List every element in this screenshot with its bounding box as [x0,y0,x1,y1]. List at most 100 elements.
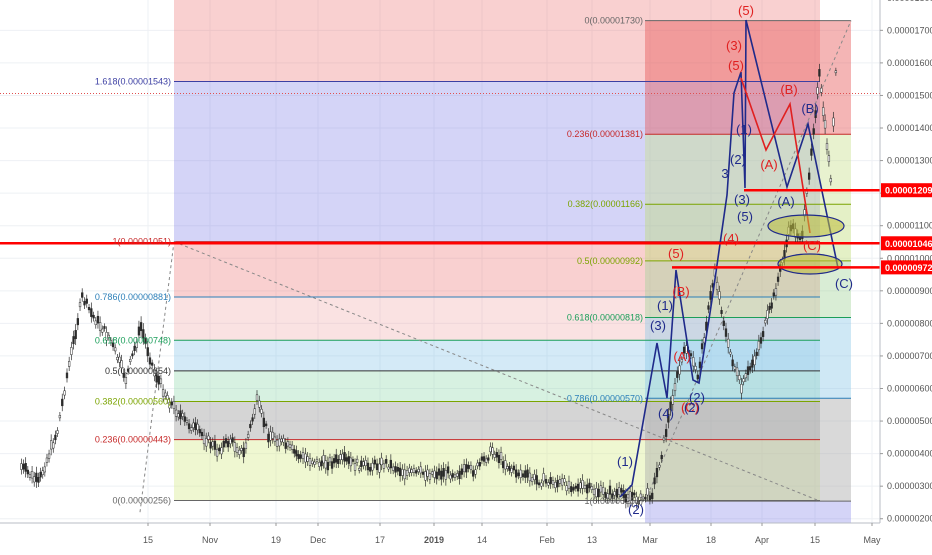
price-candle [631,491,634,501]
price-candle [676,371,679,378]
price-candle [489,446,492,453]
price-candle [628,491,632,501]
price-candle [727,338,730,348]
price-candle [83,300,86,306]
price-candle [613,491,616,496]
wave-label: (2) [684,400,700,415]
price-candle [43,466,46,473]
price-candle [200,431,204,437]
price-candle [109,340,113,344]
y-tick-label: 0.00000400 [887,449,932,459]
fib-level-label: 0.5(0.00000654) [105,366,171,376]
wave-label: (2) [689,390,705,405]
price-candle [131,353,134,357]
price-candle [451,473,454,478]
price-candle [70,347,73,355]
price-candle [161,389,165,397]
price-candle [669,402,672,411]
wave-label: (4) [658,406,674,421]
price-candle [78,302,82,308]
price-candle [28,474,32,478]
price-candle [271,431,274,439]
price-candle [530,477,534,482]
price-candle [474,469,477,475]
price-candle [718,291,721,300]
price-candle [378,463,381,473]
price-candle [433,470,436,478]
fib-level-label: 0.236(0.00000443) [95,435,171,445]
price-candle [215,448,219,457]
y-tick-label: 0.00001500 [887,90,932,100]
price-candle [122,372,125,378]
price-candle [832,117,835,127]
fib-zone-left [174,340,820,371]
price-candle [135,341,138,348]
fib-zone-right [645,398,851,502]
x-tick-label: Dec [310,535,327,545]
fib-lines-layer [0,20,880,502]
price-candle [592,488,596,496]
price-candle [353,463,357,471]
price-candle [111,342,115,348]
price-candle [33,476,36,483]
price-candle [604,491,607,498]
price-candle [30,471,34,479]
y-tick-label: 0.00000600 [887,383,932,393]
price-candle [547,482,550,486]
price-candle [720,310,723,314]
price-candle [685,345,688,354]
price-candle [615,488,619,498]
price-candle [415,470,418,474]
price-candle [544,478,548,484]
price-candle [753,355,756,366]
fib-level-label: 0.236(0.00001381) [567,129,643,139]
wave-label: (2) [730,152,746,167]
price-candle [535,475,538,485]
price-candle [590,486,593,490]
price-candle [85,298,88,304]
price-badge [881,260,932,275]
price-candle [829,178,832,183]
price-candle [709,291,712,300]
price-candle [664,429,668,437]
price-candle [244,442,248,449]
x-tick-label: 15 [810,535,820,545]
price-candle [170,401,173,406]
price-candle [185,419,189,423]
wave-label: (B) [780,82,797,97]
price-candle [744,373,747,379]
price-candle [264,423,268,427]
price-candle [240,447,243,451]
x-tick-label: 19 [271,535,281,545]
price-candle [311,460,314,464]
price-candle [220,447,223,455]
price-candle [209,441,212,449]
price-candle [472,470,475,477]
price-candle [410,469,413,473]
x-tick-label: Mar [642,535,658,545]
price-candle [742,378,745,383]
price-candle [442,468,445,477]
wave-label: (1) [736,122,752,137]
price-candle [35,472,38,482]
wave-label: (5) [728,58,744,73]
price-candle [759,337,763,344]
price-candle [114,347,117,352]
price-candle [347,456,350,464]
fib-zone-top [174,0,820,82]
price-candle [820,87,823,93]
price-candle [190,427,193,431]
price-candle [22,463,25,470]
y-tick-label: 0.00001800 [887,0,932,3]
price-candle [360,460,363,468]
price-candle [54,434,57,441]
price-candle [177,413,180,418]
price-candle [103,326,106,329]
price-badge [881,183,932,198]
price-candle [648,495,652,501]
price-candle [772,292,775,297]
price-candle [576,483,580,492]
price-candle [385,459,388,464]
fib-level-label: 0.786(0.00000881) [95,292,171,302]
